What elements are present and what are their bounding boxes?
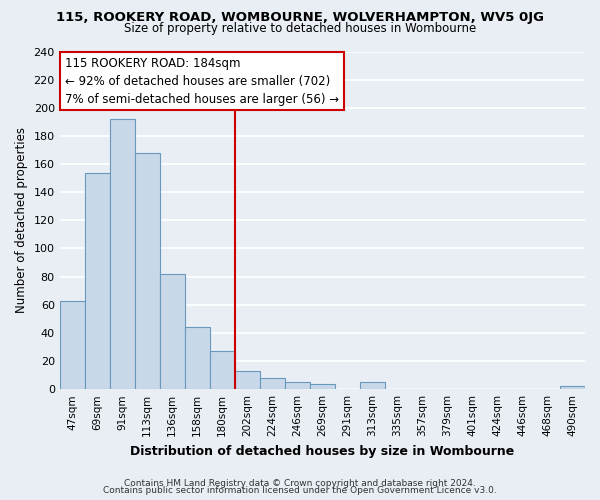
X-axis label: Distribution of detached houses by size in Wombourne: Distribution of detached houses by size … [130,444,514,458]
Y-axis label: Number of detached properties: Number of detached properties [15,128,28,314]
Text: Contains HM Land Registry data © Crown copyright and database right 2024.: Contains HM Land Registry data © Crown c… [124,478,476,488]
Bar [235,371,260,389]
Text: 115 ROOKERY ROAD: 184sqm
← 92% of detached houses are smaller (702)
7% of semi-d: 115 ROOKERY ROAD: 184sqm ← 92% of detach… [65,56,339,106]
Bar [160,274,185,389]
Bar [285,382,310,389]
Bar [185,328,210,389]
Text: 115, ROOKERY ROAD, WOMBOURNE, WOLVERHAMPTON, WV5 0JG: 115, ROOKERY ROAD, WOMBOURNE, WOLVERHAMP… [56,11,544,24]
Text: Contains public sector information licensed under the Open Government Licence v3: Contains public sector information licen… [103,486,497,495]
Bar [135,153,160,389]
Bar [560,386,585,389]
Bar [260,378,285,389]
Bar [310,384,335,389]
Bar [110,119,135,389]
Text: Size of property relative to detached houses in Wombourne: Size of property relative to detached ho… [124,22,476,35]
Bar [85,172,110,389]
Bar [210,351,235,389]
Bar [59,300,85,389]
Bar [360,382,385,389]
